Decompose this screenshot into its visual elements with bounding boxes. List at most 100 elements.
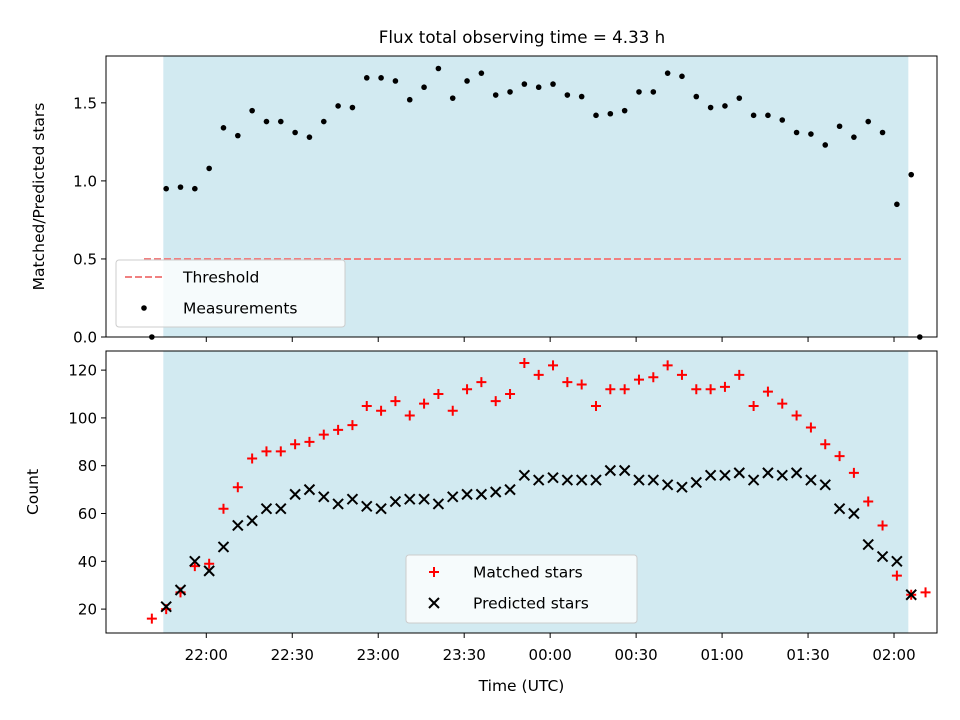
measurement-point xyxy=(335,103,341,109)
matched-star-point xyxy=(333,424,344,435)
matched-star-point xyxy=(390,396,401,407)
predicted-star-point xyxy=(862,538,874,551)
measurement-point xyxy=(865,118,872,125)
x-tick-label: 22:00 xyxy=(185,646,228,664)
measurement-point xyxy=(578,93,585,100)
y-axis-label: Count xyxy=(24,469,42,515)
axes-frame xyxy=(105,350,938,634)
predicted-star-point xyxy=(848,507,860,520)
measurement-point xyxy=(693,93,700,100)
matched-star-point xyxy=(576,379,587,390)
legend-measurements-swatch xyxy=(141,305,147,311)
measurement-point xyxy=(435,65,442,72)
matched-star-point xyxy=(548,360,559,371)
y-tick-label: 1.0 xyxy=(73,172,97,190)
predicted-star-point xyxy=(361,500,373,513)
matched-star-point xyxy=(777,398,788,409)
predicted-star-point xyxy=(604,464,617,477)
measurement-point xyxy=(421,84,427,91)
x-tick-label: 23:30 xyxy=(443,646,486,664)
matched-star-point xyxy=(347,420,358,431)
measurement-point xyxy=(707,104,714,111)
measurement-point xyxy=(607,110,614,117)
predicted-star-point xyxy=(232,519,244,532)
matched-star-point xyxy=(734,369,745,380)
x-tick-label: 00:00 xyxy=(529,646,572,664)
matched-star-point xyxy=(490,396,501,407)
x-tick-label: 01:00 xyxy=(700,646,743,664)
matched-star-point xyxy=(404,410,415,421)
predicted-star-point xyxy=(819,479,831,491)
matched-star-point xyxy=(505,389,516,400)
axes-frame xyxy=(105,55,938,338)
measurement-point xyxy=(836,123,843,130)
predicted-star-point xyxy=(447,491,459,503)
predicted-star-point xyxy=(733,467,745,479)
matched-star-point xyxy=(891,570,902,581)
predicted-star-point xyxy=(719,469,731,481)
measurement-point xyxy=(177,184,184,190)
measurement-point xyxy=(765,112,771,119)
measurement-point xyxy=(521,81,528,87)
measurement-point xyxy=(277,118,284,125)
legend-label: Measurements xyxy=(183,300,298,318)
measurement-point xyxy=(392,78,399,84)
predicted-star-point xyxy=(891,555,903,568)
measurement-point xyxy=(163,185,169,192)
matched-star-point xyxy=(318,429,329,440)
matched-star-point xyxy=(419,398,430,409)
predicted-star-point xyxy=(461,488,473,501)
matched-star-point xyxy=(848,467,859,478)
predicted-star-point xyxy=(905,589,917,601)
predicted-star-point xyxy=(690,476,703,489)
predicted-star-point xyxy=(805,474,817,486)
predicted-star-point xyxy=(475,488,488,501)
x-axis-label: Time (UTC) xyxy=(478,677,565,695)
matched-star-point xyxy=(562,377,573,388)
measurement-point xyxy=(464,78,470,84)
measurement-point xyxy=(679,73,685,80)
measurement-point xyxy=(363,75,370,81)
predicted-star-point xyxy=(833,503,846,515)
predicted-star-point xyxy=(561,474,574,486)
predicted-star-point xyxy=(203,565,215,577)
measurement-point xyxy=(292,129,298,136)
measurement-point xyxy=(449,95,456,101)
measurement-point xyxy=(822,142,829,148)
matched-star-point xyxy=(146,613,157,624)
matched-star-point xyxy=(834,451,845,462)
predicted-star-point xyxy=(174,584,187,596)
measurement-point xyxy=(650,89,657,95)
top-panel: 0.0 0.5 1.0 1.5 Matched/Predicted stars Thres… xyxy=(30,55,938,347)
predicted-star-point xyxy=(289,488,301,501)
predicted-star-point xyxy=(418,493,430,505)
predicted-star-point xyxy=(260,503,273,515)
matched-star-point xyxy=(447,405,458,416)
measurement-point xyxy=(779,117,786,123)
y-tick-label: 60 xyxy=(78,505,97,523)
predicted-star-point xyxy=(790,467,803,479)
predicted-star-point xyxy=(160,601,172,613)
measurement-point xyxy=(908,171,915,178)
measurement-point xyxy=(478,70,485,76)
predicted-star-point xyxy=(575,474,588,486)
measurement-point xyxy=(736,95,743,101)
x-tick-label: 01:30 xyxy=(786,646,829,664)
matched-star-point xyxy=(762,386,773,397)
measurement-point xyxy=(306,134,313,140)
predicted-star-point xyxy=(647,474,660,486)
predicted-star-point xyxy=(776,469,788,481)
matched-star-point xyxy=(247,453,258,464)
measurement-point xyxy=(550,81,556,87)
measurement-point xyxy=(664,70,671,76)
matched-star-point xyxy=(920,587,931,598)
measurement-point xyxy=(220,125,227,131)
predicted-star-point xyxy=(661,479,674,491)
x-tick-label: 02:00 xyxy=(872,646,915,664)
measurement-point xyxy=(722,103,728,109)
matched-star-point xyxy=(519,357,530,368)
predicted-star-point xyxy=(404,493,416,505)
matched-star-point xyxy=(863,496,874,507)
top-legend: Threshold Measurements xyxy=(115,259,346,328)
